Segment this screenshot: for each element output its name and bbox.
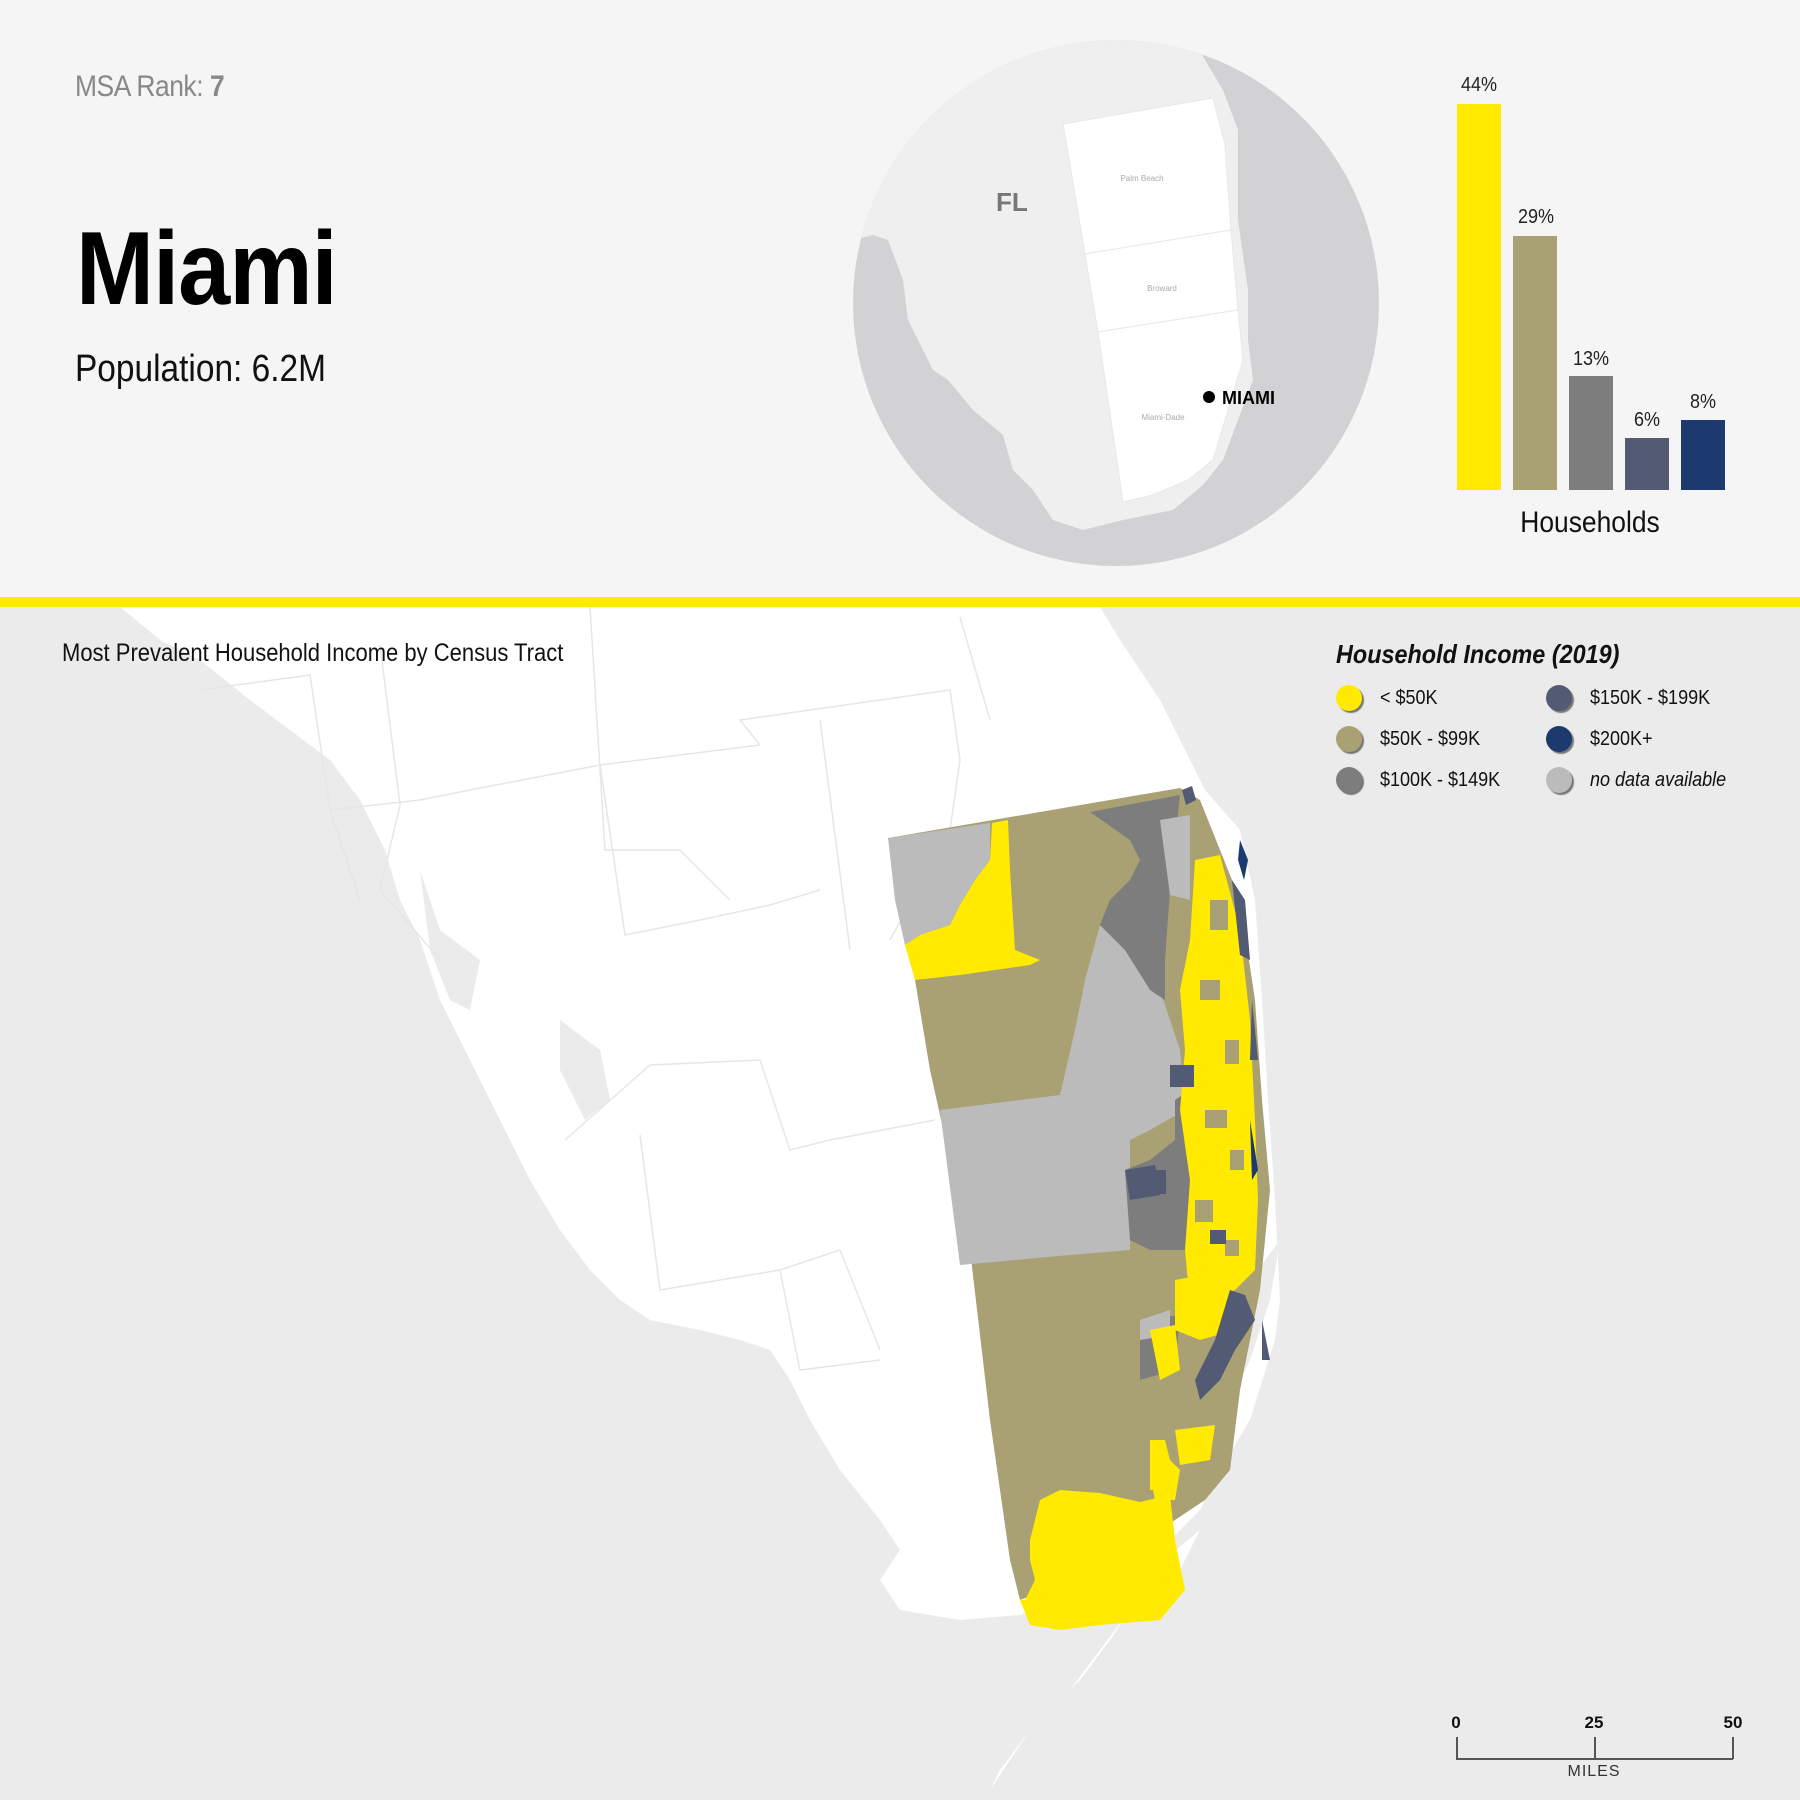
legend-item-50k-99k: $50K - $99K [1336, 725, 1546, 753]
legend-swatch [1546, 685, 1572, 711]
county-label-palm-beach: Palm Beach [1120, 174, 1163, 183]
county-label-broward: Broward [1147, 284, 1177, 293]
legend-swatch [1546, 767, 1572, 793]
map-title: Most Prevalent Household Income by Censu… [62, 639, 564, 667]
bar-50k-99k [1513, 236, 1557, 490]
legend-swatch [1336, 767, 1362, 793]
county-label-miami-dade: Miami-Dade [1141, 413, 1185, 422]
bar-under-50k [1457, 104, 1501, 490]
scale-tick-25: 25 [1584, 1713, 1604, 1732]
bar-200k-plus [1681, 420, 1725, 490]
city-marker-label: MIAMI [1222, 388, 1275, 408]
scale-tick-mark [1732, 1737, 1734, 1759]
legend-label: $50K - $99K [1380, 727, 1481, 750]
legend-item-200k-plus: $200K+ [1546, 725, 1756, 753]
scale-unit: MILES [1567, 1763, 1621, 1780]
bar-value-label: 6% [1633, 409, 1661, 431]
city-title: Miami [76, 211, 338, 327]
population-text: Population: 6.2M [75, 348, 326, 390]
legend-item-under-50k: < $50K [1336, 684, 1546, 712]
msa-rank-label: MSA Rank: [75, 70, 204, 103]
state-label: FL [996, 187, 1028, 217]
bar-150k-199k [1625, 438, 1669, 490]
bar-value-label: 13% [1572, 348, 1610, 370]
scale-bar: 0 25 50 MILES [1440, 1697, 1760, 1797]
legend-item-100k-149k: $100K - $149K [1336, 766, 1546, 794]
scale-tick-mark [1594, 1737, 1596, 1759]
legend-label: $150K - $199K [1590, 686, 1711, 709]
bar-value-label: 29% [1517, 206, 1555, 228]
scale-line [1456, 1758, 1733, 1760]
legend-label: $200K+ [1590, 727, 1653, 750]
msa-rank: MSA Rank: 7 [75, 70, 225, 104]
bar-100k-149k [1569, 376, 1613, 490]
legend-label: $100K - $149K [1380, 768, 1501, 791]
legend-item-no-data: no data available [1546, 766, 1756, 794]
legend-title: Household Income (2019) [1336, 639, 1620, 669]
scale-tick-mark [1456, 1737, 1458, 1759]
bar-value-label: 8% [1689, 391, 1717, 413]
yellow-divider [0, 597, 1800, 607]
legend-swatch [1336, 726, 1362, 752]
city-marker-dot [1203, 391, 1215, 403]
legend-label: no data available [1590, 768, 1727, 791]
locator-map: FL Palm Beach Broward Miami-Dade MIAMI [853, 40, 1379, 566]
legend-swatch [1546, 726, 1572, 752]
header-panel: MSA Rank: 7 Miami Population: 6.2M FL Pa… [0, 0, 1800, 597]
income-map-panel: Most Prevalent Household Income by Censu… [0, 607, 1800, 1800]
bar-value-label: 44% [1460, 74, 1498, 96]
scale-tick-50: 50 [1723, 1713, 1743, 1732]
bar-chart-title: Households [1520, 506, 1660, 539]
legend-label: < $50K [1380, 686, 1438, 709]
legend-swatch [1336, 685, 1362, 711]
income-legend: Household Income (2019) < $50K $150K - $… [1336, 639, 1756, 794]
legend-item-150k-199k: $150K - $199K [1546, 684, 1756, 712]
scale-tick-0: 0 [1451, 1713, 1461, 1732]
msa-rank-value: 7 [209, 70, 225, 103]
households-bar-chart: 44% 29% 13% 6% 8% Households [1440, 60, 1740, 540]
census-tract-map [0, 607, 1800, 1800]
